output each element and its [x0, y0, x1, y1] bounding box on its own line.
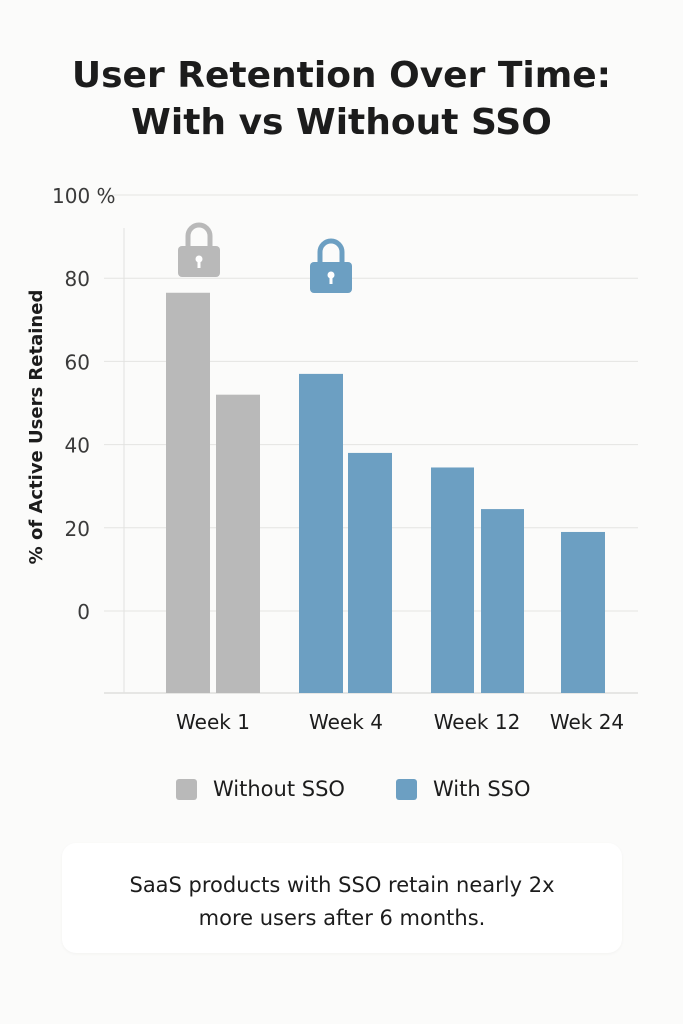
y-axis-label: % of Active Users Retained [26, 290, 47, 565]
bar [481, 509, 524, 693]
legend: Without SSO With SSO [0, 773, 683, 805]
bar-chart: 100 % 80 60 40 20 0 % of Active Users Retained… [26, 184, 638, 734]
y-tick-label: 40 [65, 434, 90, 458]
legend-swatch-without-sso [176, 778, 197, 800]
summary-note-line-1: SaaS products with SSO retain nearly 2x [129, 873, 555, 897]
summary-note-line-2: more users after 6 months. [198, 906, 486, 930]
summary-note: SaaS products with SSO retain nearly 2x … [62, 843, 622, 953]
y-tick-label: 80 [65, 267, 90, 291]
y-tick-label: 0 [77, 600, 90, 624]
bar [166, 292, 210, 693]
bar [431, 467, 474, 693]
legend-item-without-sso: Without SSO [176, 773, 345, 805]
bar [216, 394, 260, 693]
y-tick-label: 60 [65, 350, 90, 374]
x-tick-label: Week 1 [176, 710, 250, 734]
chart-title: User Retention Over Time: With vs Withou… [0, 52, 683, 146]
padlock-icon-blue [310, 238, 352, 293]
bar [348, 452, 392, 693]
legend-item-with-sso: With SSO [396, 773, 531, 805]
padlock-icon-gray [178, 222, 220, 277]
bar [561, 531, 605, 693]
chart-title-line-1: User Retention Over Time: [71, 55, 612, 96]
x-tick-label: Week 12 [434, 710, 521, 734]
y-tick-label: 100 % [52, 184, 116, 208]
y-tick-label: 20 [65, 517, 90, 541]
chart-title-line-2: With vs Without SSO [131, 102, 552, 143]
bar [299, 373, 343, 693]
legend-swatch-with-sso [396, 778, 417, 800]
legend-label-with-sso: With SSO [433, 777, 531, 801]
x-tick-label: Week 4 [309, 710, 383, 734]
x-tick-label: Wek 24 [550, 710, 624, 734]
legend-label-without-sso: Without SSO [213, 777, 345, 801]
